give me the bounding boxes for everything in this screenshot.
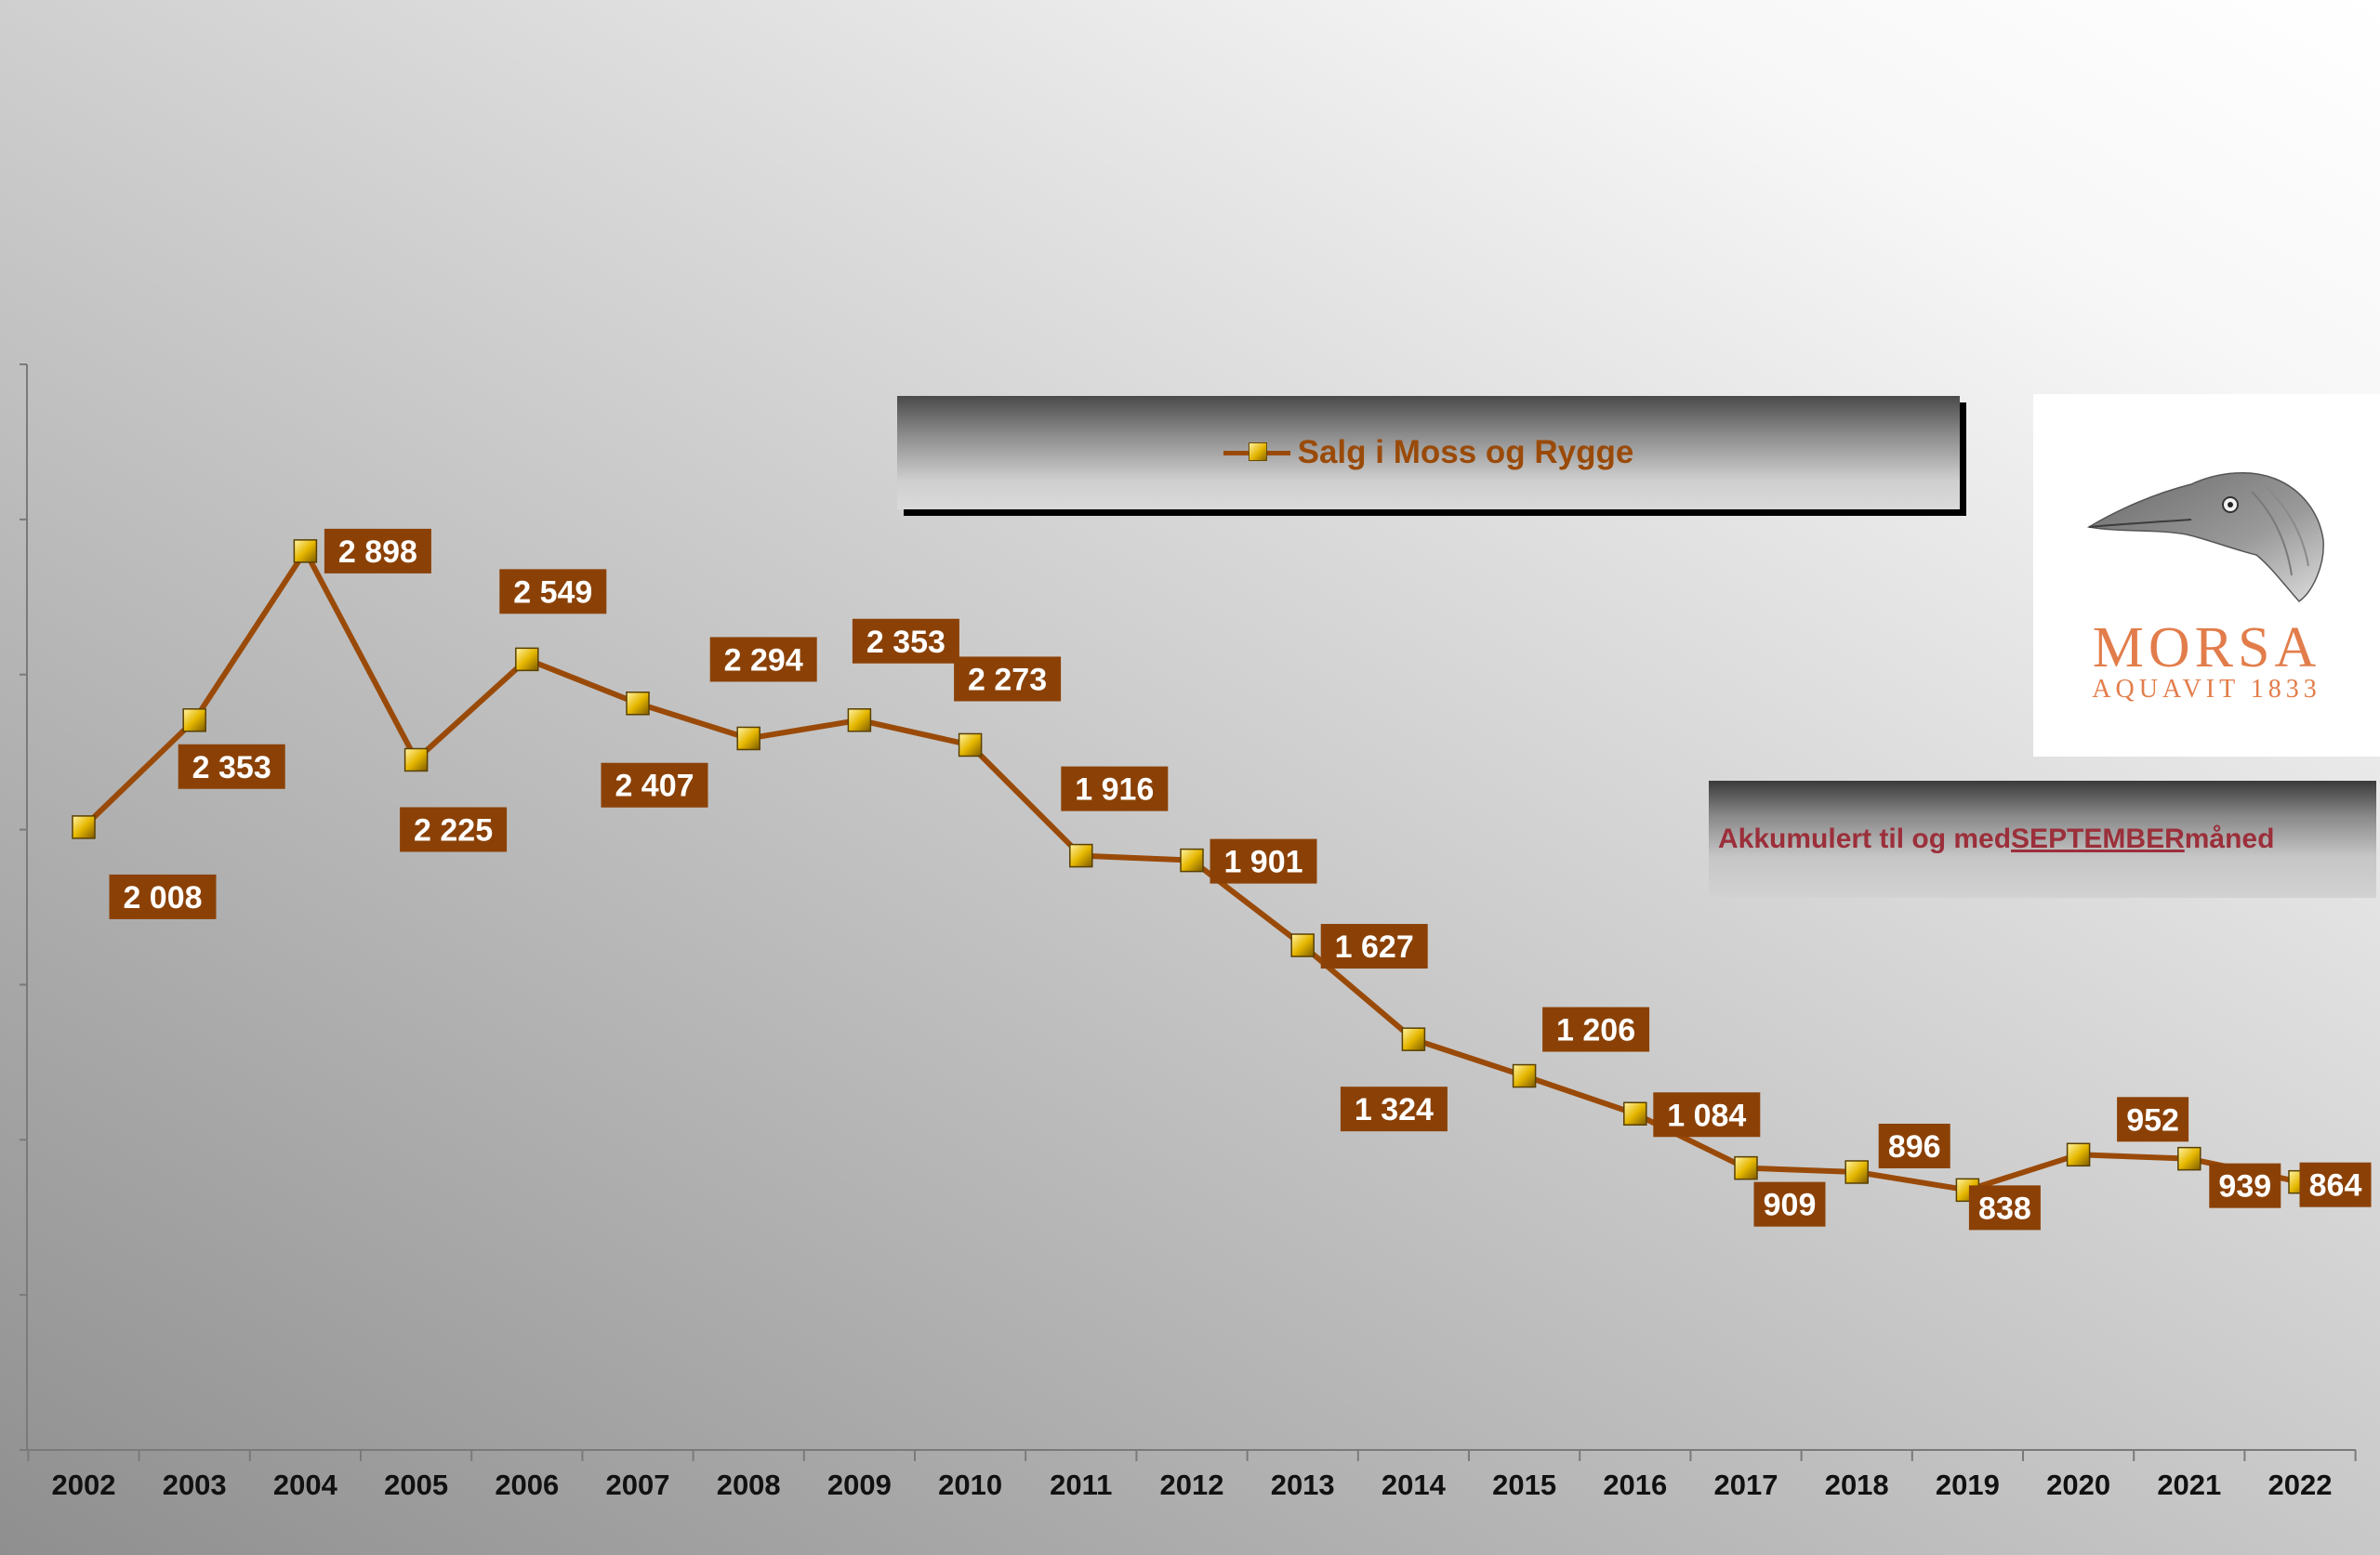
data-label: 2 294 bbox=[724, 642, 803, 678]
legend-series-label: Salg i Moss og Rygge bbox=[1297, 434, 1634, 470]
note-suffix: måned bbox=[2184, 824, 2275, 854]
x-tick-label: 2013 bbox=[1271, 1469, 1335, 1501]
data-point bbox=[403, 747, 429, 772]
x-tick-label: 2002 bbox=[52, 1469, 116, 1501]
accumulation-note: Akkumulert til og med SEPTEMBER måned bbox=[1709, 781, 2376, 898]
data-point bbox=[1734, 1155, 1758, 1180]
data-label: 1 901 bbox=[1223, 845, 1302, 880]
data-point bbox=[1623, 1101, 1647, 1127]
data-label: 952 bbox=[2126, 1102, 2179, 1138]
data-label-box bbox=[2299, 1162, 2372, 1207]
chart-legend: Salg i Moss og Rygge bbox=[897, 396, 1960, 509]
data-label-box bbox=[1320, 924, 1428, 969]
data-label: 2 549 bbox=[513, 574, 592, 610]
data-label: 1 627 bbox=[1335, 929, 1414, 965]
data-label-box bbox=[178, 744, 285, 789]
x-tick-label: 2007 bbox=[606, 1469, 670, 1501]
data-label-box bbox=[1061, 766, 1169, 811]
morsa-logo: MORSA AQUAVIT 1833 bbox=[2033, 394, 2380, 757]
data-label-box bbox=[1878, 1123, 1950, 1168]
data-label-box bbox=[400, 807, 508, 852]
x-tick-label: 2019 bbox=[1936, 1469, 2000, 1501]
data-label-box bbox=[2117, 1097, 2189, 1142]
x-tick-label: 2017 bbox=[1714, 1469, 1778, 1501]
x-tick-label: 2009 bbox=[827, 1469, 892, 1501]
data-label: 2 407 bbox=[615, 769, 694, 804]
data-label: 1 324 bbox=[1355, 1092, 1434, 1127]
data-label: 1 916 bbox=[1075, 772, 1154, 808]
data-label-box bbox=[1542, 1007, 1650, 1052]
data-label-box bbox=[1753, 1181, 1826, 1227]
data-point bbox=[1512, 1063, 1537, 1088]
x-tick-label: 2011 bbox=[1050, 1469, 1112, 1501]
data-label: 1 206 bbox=[1556, 1013, 1635, 1048]
x-tick-label: 2012 bbox=[1160, 1469, 1224, 1501]
data-label: 1 084 bbox=[1667, 1098, 1746, 1133]
x-tick-label: 2005 bbox=[384, 1469, 448, 1501]
data-label: 939 bbox=[2218, 1169, 2271, 1205]
data-label: 2 898 bbox=[338, 534, 417, 570]
data-point bbox=[847, 708, 872, 732]
data-label: 909 bbox=[1764, 1188, 1817, 1223]
logo-brand-text: MORSA bbox=[2092, 616, 2321, 679]
data-point bbox=[515, 647, 539, 672]
data-label-box bbox=[324, 528, 431, 573]
x-tick-label: 2021 bbox=[2157, 1469, 2221, 1501]
data-label: 2 008 bbox=[123, 880, 202, 916]
crow-head-illustration bbox=[2086, 472, 2324, 603]
x-tick-label: 2006 bbox=[495, 1469, 559, 1501]
data-label: 838 bbox=[1978, 1191, 2031, 1226]
data-label-box bbox=[1210, 838, 1317, 884]
data-point bbox=[736, 726, 760, 751]
x-tick-label: 2003 bbox=[163, 1469, 227, 1501]
x-tick-label: 2014 bbox=[1382, 1469, 1447, 1501]
data-label-box bbox=[1653, 1092, 1761, 1138]
data-label-box bbox=[601, 762, 708, 808]
note-prefix: Akkumulert til og med bbox=[1718, 824, 2012, 854]
x-tick-label: 2010 bbox=[938, 1469, 1002, 1501]
logo-subtitle-text: AQUAVIT 1833 bbox=[2092, 675, 2321, 704]
data-label-box bbox=[1968, 1185, 2041, 1231]
x-tick-label: 2008 bbox=[717, 1469, 781, 1501]
data-point bbox=[1401, 1027, 1426, 1051]
x-tick-label: 2016 bbox=[1603, 1469, 1667, 1501]
data-label-box bbox=[709, 637, 817, 682]
data-label-box bbox=[109, 874, 217, 919]
data-label: 864 bbox=[2309, 1168, 2362, 1204]
data-label: 2 225 bbox=[414, 812, 493, 848]
data-label-box bbox=[499, 569, 607, 614]
data-label-box bbox=[1340, 1087, 1448, 1132]
x-tick-label: 2004 bbox=[273, 1469, 338, 1501]
data-label: 896 bbox=[1888, 1129, 1941, 1165]
data-label: 2 273 bbox=[968, 662, 1047, 697]
data-point bbox=[293, 539, 318, 563]
data-point bbox=[1290, 933, 1315, 957]
data-point bbox=[1069, 843, 1093, 868]
x-tick-label: 2015 bbox=[1492, 1469, 1556, 1501]
note-month: SEPTEMBER bbox=[2011, 824, 2185, 854]
data-point bbox=[2177, 1146, 2202, 1171]
data-point bbox=[182, 708, 206, 732]
data-point bbox=[72, 815, 96, 839]
x-tick-label: 2020 bbox=[2046, 1469, 2110, 1501]
data-point bbox=[1844, 1160, 1869, 1184]
data-point bbox=[626, 691, 650, 716]
data-point bbox=[958, 732, 983, 758]
data-point bbox=[2066, 1142, 2091, 1167]
data-label-box bbox=[954, 656, 1062, 702]
data-label: 2 353 bbox=[866, 625, 945, 660]
legend-series-marker bbox=[1223, 441, 1290, 464]
data-label-box bbox=[852, 618, 959, 664]
data-label: 2 353 bbox=[192, 750, 271, 785]
x-tick-label: 2018 bbox=[1825, 1469, 1889, 1501]
x-tick-label: 2022 bbox=[2268, 1469, 2333, 1501]
data-label-box bbox=[2209, 1163, 2281, 1208]
data-point bbox=[1180, 848, 1204, 873]
